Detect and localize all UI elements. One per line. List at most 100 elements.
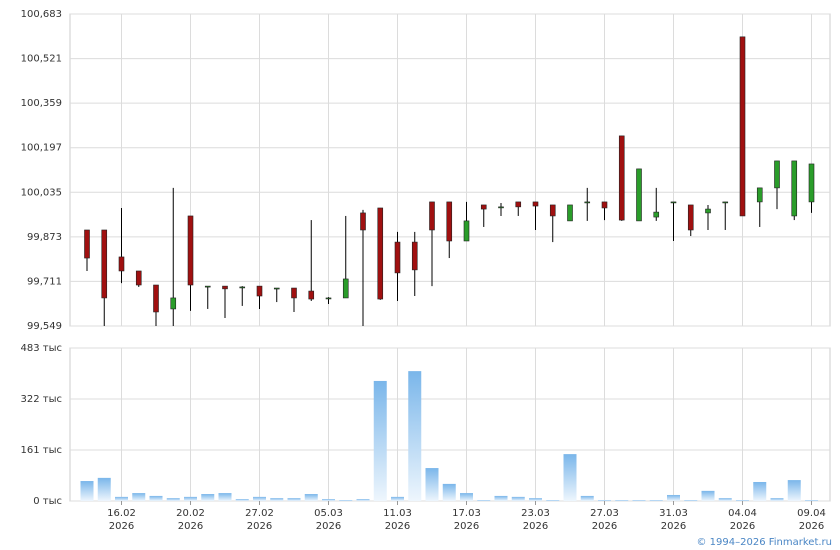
volume-bar [149,495,163,501]
candle-body [739,36,746,217]
candle-body [291,287,297,299]
volume-bar [701,490,715,501]
volume-bar [787,480,801,501]
x-tick-label: 17.03 [452,508,481,519]
x-tick-label: 09.04 [797,508,826,519]
candle-body [567,204,573,222]
x-tick-label: 04.04 [728,508,757,519]
y-tick-label: 100,683 [21,9,62,20]
candle-body [808,163,815,203]
candle-body [153,284,159,313]
volume-bar [373,380,387,501]
candle-body [670,201,677,204]
volume-bar [563,454,577,501]
candle-body [187,215,194,286]
volume-bar [546,500,560,501]
x-tick-label: 27.03 [590,508,619,519]
candle-body [84,229,90,259]
volume-bar [649,500,663,501]
candle-body [687,204,694,231]
y-tick-label: 99,873 [27,232,62,243]
volume-bar [425,468,439,501]
volume-bar [615,500,629,501]
volume-bar [460,493,473,501]
y-tick-label: 322 тыс [21,394,62,405]
candle-body [204,285,211,288]
candle-body [135,270,142,286]
volume-bar [580,495,594,501]
volume-bar [253,496,266,501]
x-tick-year: 2026 [316,521,341,532]
copyright: © 1994–2026 Finmarket.ru [696,537,832,548]
candle-body [342,278,349,299]
candle-body [325,297,332,300]
candle-body [170,297,177,310]
candle-body [308,290,315,300]
x-tick-label: 23.03 [521,508,550,519]
candle-body [377,207,384,300]
candle-body [774,160,780,189]
x-tick-year: 2026 [661,521,686,532]
x-tick-year: 2026 [454,521,479,532]
volume-bar [477,500,491,501]
volume-bar [132,493,146,501]
candle-body [429,201,435,231]
candle-body [791,160,798,217]
volume-bar [287,498,301,501]
candle-body [532,201,539,207]
candle-body [273,287,280,290]
x-tick-year: 2026 [178,521,203,532]
x-tick-year: 2026 [385,521,410,532]
x-tick-year: 2026 [247,521,272,532]
candle-body [601,201,608,209]
volume-bar [218,493,232,501]
candle-body [584,201,591,204]
x-tick-year: 2026 [592,521,617,532]
x-tick-label: 16.02 [107,508,136,519]
candle-body [222,285,228,290]
volume-bar [529,498,542,501]
volume-bar [322,499,335,501]
candle-body [480,204,487,210]
candle-body [549,204,556,217]
volume-bar [304,494,318,501]
volume-bar [494,495,508,501]
volume-bar [339,500,353,501]
volume-bar [753,481,767,501]
candle-body [636,168,642,222]
candle-body [618,135,625,221]
candle-body [411,241,418,271]
candle-body [498,206,504,209]
volume-bar [408,371,422,501]
volume-bar [632,500,646,501]
y-tick-label: 99,549 [27,321,62,332]
candle-body [360,212,366,231]
y-tick-label: 99,711 [27,276,62,287]
volume-bar [391,496,404,501]
y-tick-label: 100,359 [21,98,62,109]
x-tick-label: 20.02 [176,508,205,519]
volume-bar [97,477,111,501]
x-tick-year: 2026 [730,521,755,532]
x-tick-label: 27.02 [245,508,274,519]
plot-area [69,347,831,502]
y-tick-label: 100,521 [21,54,62,65]
x-tick-year: 2026 [799,521,824,532]
volume-bar [115,496,128,501]
candle-body [118,256,125,272]
volume-bar [511,496,525,501]
y-tick-label: 161 тыс [21,445,62,456]
y-tick-label: 483 тыс [21,343,62,354]
volume-bar [201,494,215,501]
volume-bar [270,498,284,501]
x-tick-label: 05.03 [314,508,343,519]
y-tick-label: 100,197 [21,143,62,154]
y-tick-label: 100,035 [21,187,62,198]
candle-body [653,211,660,218]
volume-bar [718,498,732,501]
volume-bar [684,500,698,501]
x-tick-label: 11.03 [383,508,412,519]
candle-body [515,201,522,208]
x-tick-year: 2026 [523,521,548,532]
